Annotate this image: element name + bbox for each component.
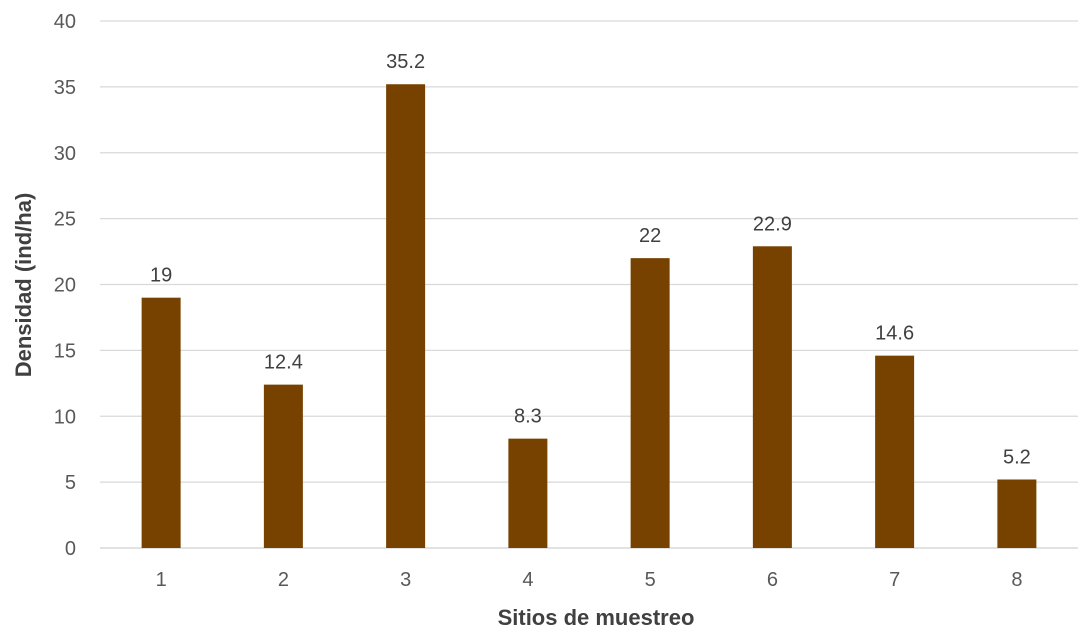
x-axis-title: Sitios de muestreo	[498, 605, 695, 628]
y-tick-label: 5	[65, 472, 76, 494]
bar	[141, 297, 181, 548]
data-label: 8.3	[514, 406, 542, 428]
data-label: 12.4	[264, 352, 303, 374]
x-tick-label: 4	[522, 569, 533, 591]
x-tick-label: 2	[278, 569, 289, 591]
bar	[630, 258, 670, 548]
bar	[263, 384, 303, 548]
bar	[875, 355, 915, 548]
y-tick-label: 0	[65, 538, 76, 560]
y-tick-label: 30	[54, 143, 76, 165]
bar	[997, 479, 1037, 548]
bars	[141, 84, 1037, 549]
y-tick-label: 10	[54, 406, 76, 428]
x-tick-label: 7	[889, 569, 900, 591]
data-label: 19	[150, 265, 172, 287]
gridlines	[100, 20, 1078, 549]
x-tick-label: 5	[645, 569, 656, 591]
y-tick-labels: 0 5 10 15 20 25 30 35 40	[54, 11, 76, 560]
y-axis-title: Densidad (ind/ha)	[11, 193, 36, 378]
x-tick-label: 6	[767, 569, 778, 591]
x-tick-label: 1	[156, 569, 167, 591]
y-tick-label: 35	[54, 77, 76, 99]
x-tick-label: 3	[400, 569, 411, 591]
data-label: 35.2	[386, 51, 425, 73]
bar	[508, 438, 548, 548]
data-label: 22.9	[753, 213, 792, 235]
data-labels: 19 12.4 35.2 8.3 22 22.9 14.6 5.2	[150, 51, 1031, 468]
x-tick-labels: 1 2 3 4 5 6 7 8	[156, 569, 1023, 591]
bar	[752, 246, 792, 549]
data-label: 14.6	[875, 323, 914, 345]
bar	[386, 84, 426, 549]
y-tick-label: 20	[54, 275, 76, 297]
y-tick-label: 15	[54, 340, 76, 362]
data-label: 5.2	[1003, 446, 1031, 468]
data-label: 22	[639, 225, 661, 247]
y-tick-label: 40	[54, 11, 76, 33]
x-tick-label: 8	[1011, 569, 1022, 591]
y-tick-label: 25	[54, 209, 76, 231]
